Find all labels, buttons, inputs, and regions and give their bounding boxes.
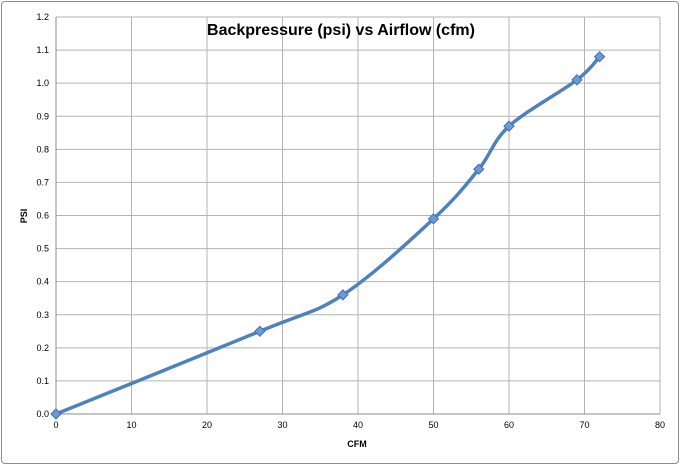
y-tick-label: 0.5 [36,244,49,254]
y-tick-label: 1.0 [36,78,49,88]
y-axis-label: PSI [19,209,29,224]
data-point-marker [254,325,266,337]
x-tick-label: 20 [202,420,212,430]
chart-title: Backpressure (psi) vs Airflow (cfm) [207,22,475,39]
y-tick-label: 0.3 [36,310,49,320]
y-tick-label: 0.9 [36,111,49,121]
x-tick-label: 50 [428,420,438,430]
x-tick-label: 30 [277,420,287,430]
y-tick-label: 0.6 [36,211,49,221]
x-tick-label: 0 [53,420,58,430]
y-tick-label: 0.4 [36,277,49,287]
x-tick-label: 70 [579,420,589,430]
gridlines [55,16,661,415]
data-point-marker [427,213,440,225]
x-tick-label: 80 [655,420,665,430]
y-tick-label: 0.0 [36,409,49,419]
x-tick-label: 40 [353,420,363,430]
tick-labels: 0 10 20 30 40 50 60 70 80 0.0 0.1 0.2 0.3 0.4 0.5 0.6 0.… [36,12,665,430]
data-point-marker [593,50,606,63]
data-point-marker [337,289,349,301]
y-tick-label: 0.1 [36,376,49,386]
x-axis-label: CFM [347,439,367,449]
data-point-marker [473,163,485,175]
data-point-marker [503,120,515,132]
y-tick-label: 1.1 [36,45,49,55]
y-tick-label: 0.7 [36,177,49,187]
series [50,50,606,420]
y-tick-label: 0.2 [36,343,49,353]
data-point-marker [571,74,583,86]
y-tick-label: 1.2 [36,12,49,22]
series-line [54,54,602,416]
x-tick-label: 60 [504,420,514,430]
data-point-marker [50,408,62,420]
x-tick-label: 10 [126,420,136,430]
y-tick-label: 0.8 [36,144,49,154]
